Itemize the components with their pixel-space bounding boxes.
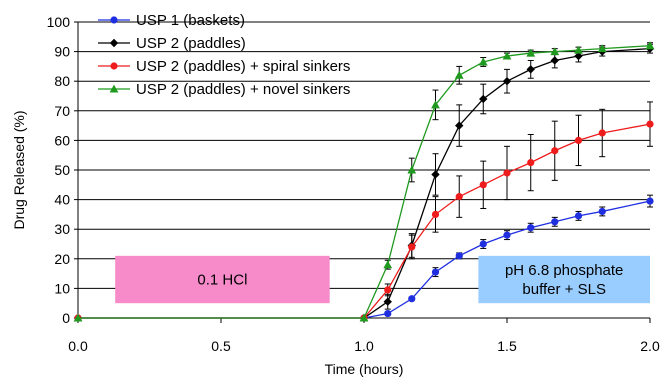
y-tick-label: 50 — [54, 162, 70, 178]
data-point — [574, 51, 583, 61]
data-point — [431, 170, 440, 179]
data-point — [431, 210, 440, 218]
legend-entry: USP 2 (paddles) — [98, 35, 246, 52]
data-point — [109, 84, 119, 93]
data-point — [550, 56, 559, 65]
data-point — [478, 57, 488, 66]
data-point — [551, 147, 559, 155]
data-point — [503, 169, 511, 177]
data-point — [503, 231, 511, 239]
x-tick-label: 1.0 — [354, 338, 374, 354]
y-tick-label: 0 — [62, 310, 70, 326]
data-point — [502, 77, 512, 86]
data-point — [479, 181, 487, 189]
data-point — [110, 16, 118, 24]
data-point — [431, 268, 440, 276]
data-point — [645, 41, 655, 50]
data-point — [526, 48, 536, 57]
data-point — [408, 243, 416, 251]
axes: 0 10 20 30 40 50 60 70 80 90 100 0.0 0.5 1.0 1.5 2.0 — [47, 14, 660, 354]
data-point — [431, 100, 440, 109]
data-point — [502, 51, 512, 60]
y-tick-label: 10 — [54, 280, 70, 296]
data-point — [455, 193, 463, 201]
legend-entry: USP 2 (paddles) + spiral sinkers — [98, 58, 350, 75]
data-point — [598, 207, 606, 216]
y-tick-label: 30 — [54, 221, 70, 237]
data-point — [527, 159, 535, 167]
data-point — [479, 240, 487, 248]
data-point — [597, 44, 607, 53]
legend-entry: USP 1 (baskets) — [98, 12, 245, 29]
y-tick-label: 20 — [54, 251, 70, 267]
y-tick-label: 80 — [54, 73, 70, 89]
annotation-text: 0.1 HCl — [197, 272, 247, 289]
legend-label: USP 2 (paddles) — [136, 35, 246, 52]
data-point — [646, 120, 654, 128]
legend-label: USP 2 (paddles) + spiral sinkers — [136, 58, 350, 75]
data-point — [110, 62, 118, 70]
legend-label: USP 2 (paddles) + novel sinkers — [136, 81, 350, 98]
data-point — [109, 38, 119, 48]
annotation-text: pH 6.8 phosphate — [505, 262, 623, 279]
legend-label: USP 1 (baskets) — [136, 12, 245, 29]
legend: USP 1 (baskets) USP 2 (paddles) USP 2 (pad… — [98, 12, 350, 98]
annotation-box — [478, 255, 650, 304]
data-point — [550, 47, 560, 56]
legend-entry: USP 2 (paddles) + novel sinkers — [98, 81, 350, 98]
annotation-text: buffer + SLS — [522, 281, 606, 298]
x-axis-title: Time (hours) — [325, 361, 404, 377]
x-tick-label: 0.5 — [211, 338, 231, 354]
data-point — [455, 121, 464, 130]
data-point — [73, 313, 83, 322]
data-point — [407, 165, 417, 174]
data-point — [574, 212, 583, 220]
data-point — [527, 224, 535, 232]
data-point — [598, 129, 606, 137]
data-point — [574, 45, 583, 54]
data-point — [384, 309, 392, 318]
data-point — [526, 65, 535, 74]
y-axis-title: Drug Released (%) — [11, 110, 27, 229]
data-point — [383, 260, 393, 269]
y-tick-label: 70 — [54, 103, 70, 119]
y-tick-label: 90 — [54, 44, 70, 60]
x-tick-label: 1.5 — [497, 338, 517, 354]
data-point — [551, 218, 559, 226]
data-point — [384, 286, 392, 294]
x-tick-label: 2.0 — [640, 338, 660, 354]
data-point — [454, 70, 464, 79]
y-tick-label: 60 — [54, 132, 70, 148]
series — [74, 194, 654, 322]
data-point — [455, 252, 463, 260]
y-tick-label: 100 — [47, 14, 71, 30]
data-point — [359, 313, 369, 322]
x-tick-label: 0.0 — [68, 338, 88, 354]
series-layer — [73, 41, 655, 323]
series — [74, 101, 654, 322]
series — [73, 41, 655, 322]
data-point — [479, 94, 488, 104]
data-point — [574, 136, 583, 144]
phase-annotations: 0.1 HCl pH 6.8 phosphate buffer + SLS — [115, 255, 650, 304]
data-point — [408, 295, 416, 303]
data-point — [383, 297, 392, 306]
data-point — [646, 197, 654, 205]
y-tick-label: 40 — [54, 192, 70, 208]
annotation-box — [115, 255, 330, 304]
